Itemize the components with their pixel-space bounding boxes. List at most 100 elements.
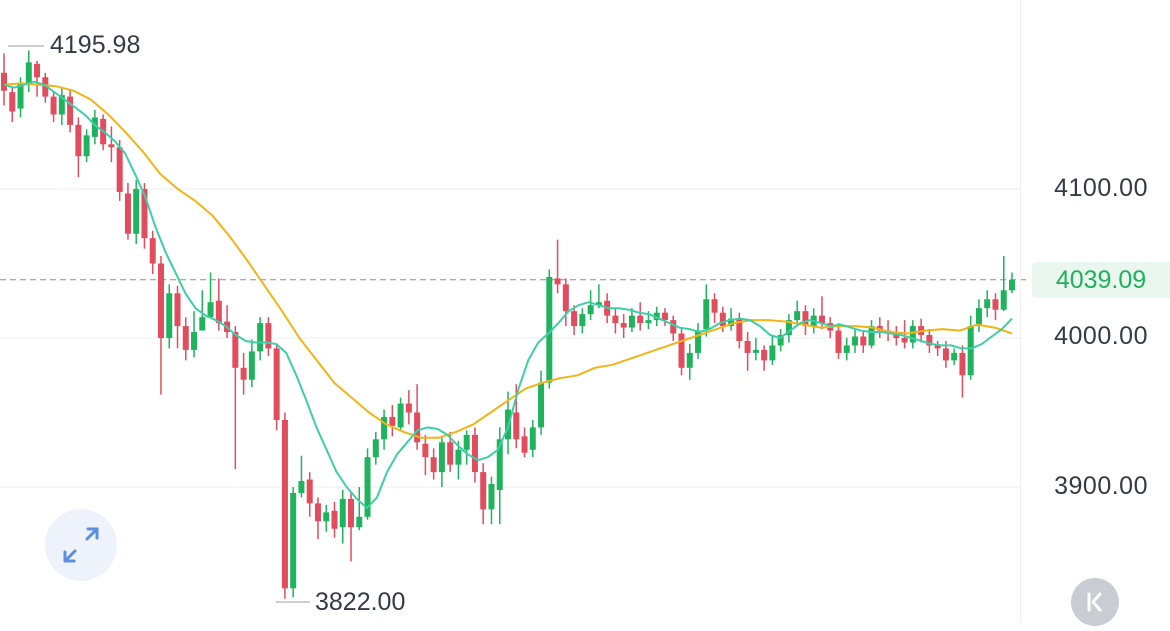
candle xyxy=(909,320,916,349)
candle xyxy=(381,409,388,450)
candle xyxy=(372,431,379,465)
candle xyxy=(397,397,404,431)
candle xyxy=(628,308,635,333)
candle xyxy=(835,323,842,359)
low-price-label: 3822.00 xyxy=(315,588,406,616)
candle xyxy=(546,269,553,389)
collapse-to-start-icon xyxy=(1087,592,1102,612)
candle xyxy=(414,384,421,450)
candle xyxy=(166,284,173,349)
candle xyxy=(405,390,412,425)
candle xyxy=(356,487,363,531)
candle xyxy=(157,256,164,395)
candle xyxy=(571,305,578,336)
candle xyxy=(951,348,958,365)
candle xyxy=(529,419,536,458)
candle xyxy=(554,239,561,294)
candle xyxy=(794,300,801,327)
candle xyxy=(174,285,181,349)
candle xyxy=(620,314,627,338)
candle xyxy=(83,129,90,163)
candle xyxy=(703,284,710,337)
candle xyxy=(785,314,792,343)
candle xyxy=(149,230,156,274)
candle xyxy=(389,405,396,437)
candle xyxy=(91,110,98,145)
candle xyxy=(281,412,288,599)
candle xyxy=(116,139,123,201)
candle xyxy=(471,427,478,483)
y-tick-label: 3900.00 xyxy=(1054,472,1148,500)
candle xyxy=(58,87,65,125)
candle xyxy=(75,117,82,178)
candle xyxy=(678,329,685,376)
candle xyxy=(422,434,429,476)
candle xyxy=(860,332,867,353)
candle xyxy=(42,72,49,103)
axis-divider xyxy=(1020,0,1021,623)
candle xyxy=(265,317,272,356)
candle xyxy=(9,86,16,122)
candle xyxy=(901,320,908,349)
candle xyxy=(430,448,437,480)
candle xyxy=(67,89,74,133)
candle xyxy=(752,338,759,361)
candle xyxy=(769,336,776,365)
collapse-chart-button[interactable] xyxy=(1071,578,1119,626)
high-price-label: 4195.98 xyxy=(50,31,141,59)
candle xyxy=(686,343,693,380)
candle xyxy=(248,339,255,388)
candle xyxy=(232,326,239,470)
candle xyxy=(1,53,7,106)
candle xyxy=(108,126,115,163)
candle xyxy=(298,455,305,498)
candle xyxy=(637,302,644,331)
candle xyxy=(199,290,206,331)
candle xyxy=(191,311,198,358)
candle xyxy=(711,293,718,324)
candle xyxy=(934,340,941,356)
candle xyxy=(992,293,999,321)
candle xyxy=(984,290,991,318)
candle xyxy=(579,308,586,334)
gridlines xyxy=(0,188,1030,488)
candle xyxy=(488,476,495,525)
candle xyxy=(273,343,280,431)
moving-averages xyxy=(3,80,1013,509)
candle xyxy=(207,272,214,318)
candle xyxy=(1000,256,1007,312)
candle xyxy=(224,305,231,338)
extreme-markers xyxy=(8,45,310,603)
candle xyxy=(240,352,247,395)
y-tick-label: 4000.00 xyxy=(1054,322,1148,350)
candle xyxy=(612,308,619,334)
candle xyxy=(257,317,264,361)
expand-chart-button[interactable] xyxy=(45,509,117,581)
candle xyxy=(182,317,189,361)
candle xyxy=(777,329,784,352)
expand-arrows-icon xyxy=(63,527,99,563)
ma-fast-line xyxy=(3,80,1013,509)
candle xyxy=(133,180,140,245)
candle xyxy=(926,329,933,353)
candle xyxy=(653,306,660,327)
candle xyxy=(893,326,900,346)
candle xyxy=(868,320,875,349)
candle xyxy=(438,436,445,487)
candle xyxy=(538,370,545,435)
candle xyxy=(876,317,883,338)
candle xyxy=(959,345,966,398)
candle xyxy=(744,332,751,371)
candle xyxy=(348,492,355,562)
last-price-tag: 4039.09 xyxy=(1032,262,1170,298)
candle xyxy=(521,427,528,458)
candle xyxy=(761,345,768,371)
candle xyxy=(843,338,850,361)
y-tick-label: 4100.00 xyxy=(1054,174,1148,202)
candle xyxy=(314,497,321,540)
candle xyxy=(1009,272,1015,294)
candle xyxy=(124,183,131,240)
candle xyxy=(331,501,338,538)
candle xyxy=(364,448,371,520)
